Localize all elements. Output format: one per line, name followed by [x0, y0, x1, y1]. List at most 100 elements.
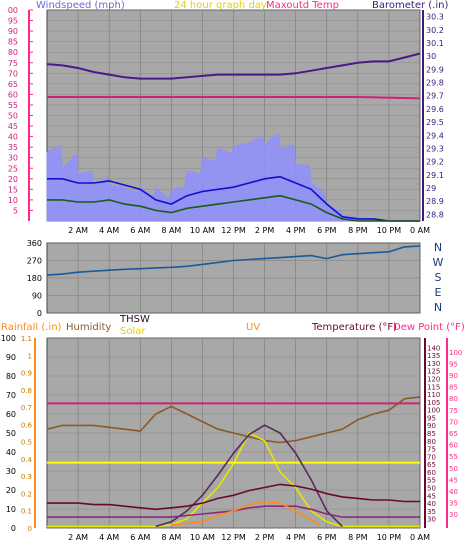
temperature-line: [47, 483, 420, 511]
humidity-tick-label: 90: [6, 353, 16, 362]
temperature-tick-label: 120: [427, 375, 440, 383]
dewpoint-tick-label: 75: [449, 407, 458, 415]
weather-panel-x-tick-label: 2 AM: [68, 533, 88, 542]
temperature-tick-label: 135: [427, 352, 440, 360]
barometer-axis-ticks: 28.8 28.9 29 29.1 29.2 29.3 29.4 29.5 29.6 29.7 29…: [426, 13, 444, 220]
windspeed-tick-label: 45: [8, 122, 18, 131]
rainfall-tick-label: 0.2: [21, 490, 32, 498]
weather-panel-x-tick-label: 2 PM: [255, 533, 274, 542]
weather-panel-x-tick-label: 0 AM: [410, 533, 430, 542]
temperature-tick-label: 100: [427, 407, 440, 415]
humidity-tick-label: 50: [6, 429, 16, 438]
humidity-tick-label: 60: [6, 410, 16, 419]
direction-panel-grid: [47, 242, 421, 314]
weather-panel-series: [46, 396, 421, 528]
windspeed-tick-label: 80: [8, 48, 18, 57]
barometer-tick-label: 30.1: [426, 39, 444, 48]
dewpoint-axis-title: Dew Point (°F): [393, 322, 465, 333]
temperature-tick-label: 115: [427, 383, 440, 391]
rainfall-tick-label: 0: [28, 525, 32, 533]
direction-tick-label: 360: [27, 239, 42, 248]
barometer-tick-label: 29: [426, 184, 436, 193]
uv-label: UV: [246, 322, 260, 333]
barometer-tick-label: 30.2: [426, 26, 444, 35]
humidity-tick-label: 30: [6, 467, 16, 476]
temperature-tick-label: 50: [427, 485, 436, 493]
dewpoint-tick-label: 65: [449, 430, 458, 438]
compass-label: E: [435, 286, 442, 299]
windspeed-tick-label: 55: [8, 101, 18, 110]
direction-axis-ticks: 0 90 180 270 360: [27, 239, 42, 318]
dewpoint-tick-label: 70: [449, 418, 458, 426]
temperature-axis-ticks: 3035404550556065707580859095100105110115…: [427, 344, 440, 523]
direction-tick-label: 270: [27, 257, 42, 266]
compass-label: N: [434, 301, 442, 314]
barometer-axis-title: Barometer (.in): [372, 0, 448, 11]
windspeed-tick-label: 5: [13, 206, 18, 215]
rainfall-tick-label: 1: [28, 352, 32, 360]
weather-panel-x-ticks: 2 AM 4 AM 6 AM 8 AM 10 AM 12 PM 2 PM 4 PM 6 PM 8 …: [68, 533, 430, 542]
windspeed-tick-label: 20: [8, 175, 18, 184]
barometer-tick-label: 29.7: [426, 92, 444, 101]
windspeed-tick-label: 60: [8, 90, 18, 99]
rainfall-tick-label: 0.7: [21, 404, 32, 412]
wind-panel-x-tick-label: 8 AM: [161, 226, 181, 235]
humidity-tick-label: 0: [11, 524, 16, 533]
rainfall-tick-label: 0.8: [21, 387, 32, 395]
rainfall-tick-label: 0.3: [21, 473, 32, 481]
weather-panel-x-tick-label: 6 PM: [317, 533, 336, 542]
windspeed-tick-label: 85: [8, 38, 18, 47]
dewpoint-tick-label: 30: [449, 511, 458, 519]
wind-panel-x-tick-label: 6 AM: [130, 226, 150, 235]
dewpoint-tick-label: 50: [449, 465, 458, 473]
temperature-tick-label: 75: [427, 446, 436, 454]
barometer-tick-label: 30.3: [426, 13, 444, 22]
humidity-tick-label: 80: [6, 372, 16, 381]
graph-period-label: 24 hour graph day: [174, 0, 267, 11]
wind-direction-line: [46, 245, 421, 276]
weather-panel-x-tick-label: 4 PM: [286, 533, 305, 542]
humidity-tick-label: 40: [6, 448, 16, 457]
temperature-tick-label: 55: [427, 477, 436, 485]
temperature-tick-label: 45: [427, 492, 436, 500]
temperature-tick-label: 95: [427, 414, 436, 422]
wind-panel-x-tick-label: 2 AM: [68, 226, 88, 235]
weather-panel-x-tick-label: 4 AM: [99, 533, 119, 542]
windspeed-tick-label: 70: [8, 69, 18, 78]
wind-avg-10min-line: [47, 175, 420, 222]
wind-panel-x-tick-label: 8 PM: [348, 226, 367, 235]
temperature-axis-title: Temperature (°F): [311, 322, 397, 333]
dewpoint-tick-label: 60: [449, 442, 458, 450]
dewpoint-tick-label: 55: [449, 453, 458, 461]
weather-panel-x-tick-label: 8 AM: [161, 533, 181, 542]
barometer-line: [46, 52, 421, 80]
temperature-tick-label: 130: [427, 360, 440, 368]
windspeed-tick-label: 65: [8, 80, 18, 89]
windspeed-axis-title: Windspeed (mph): [36, 0, 125, 11]
dewpoint-tick-label: 35: [449, 500, 458, 508]
barometer-tick-label: 29.5: [426, 118, 444, 127]
humidity-tick-label: 20: [6, 486, 16, 495]
barometer-tick-label: 29.3: [426, 144, 444, 153]
temperature-tick-label: 60: [427, 469, 436, 477]
rainfall-axis-title: Rainfall (.in): [1, 322, 62, 333]
windspeed-tick-label: 95: [8, 17, 18, 26]
barometer-tick-label: 30: [426, 52, 436, 61]
dewpoint-tick-label: 85: [449, 384, 458, 392]
barometer-tick-label: 29.8: [426, 79, 444, 88]
temperature-tick-label: 35: [427, 508, 436, 516]
humidity-axis-ticks: 0 10 20 30 40 50 60 70 80 90 100: [1, 334, 16, 533]
humidity-line: [46, 396, 421, 444]
windspeed-tick-label: 50: [8, 112, 18, 121]
humidity-tick-label: 10: [6, 505, 16, 514]
wind-panel-x-tick-label: 4 PM: [286, 226, 305, 235]
wind-panel-x-tick-label: 12 PM: [221, 226, 246, 235]
max-outdoor-temp-label: Maxoutd Temp: [266, 0, 339, 11]
rainfall-tick-label: 0.6: [21, 421, 33, 429]
humidity-tick-label: 70: [6, 391, 16, 400]
wind-panel-x-tick-label: 4 AM: [99, 226, 119, 235]
humidity-axis-title: Humidity: [66, 322, 111, 333]
windspeed-tick-label: 75: [8, 59, 18, 68]
